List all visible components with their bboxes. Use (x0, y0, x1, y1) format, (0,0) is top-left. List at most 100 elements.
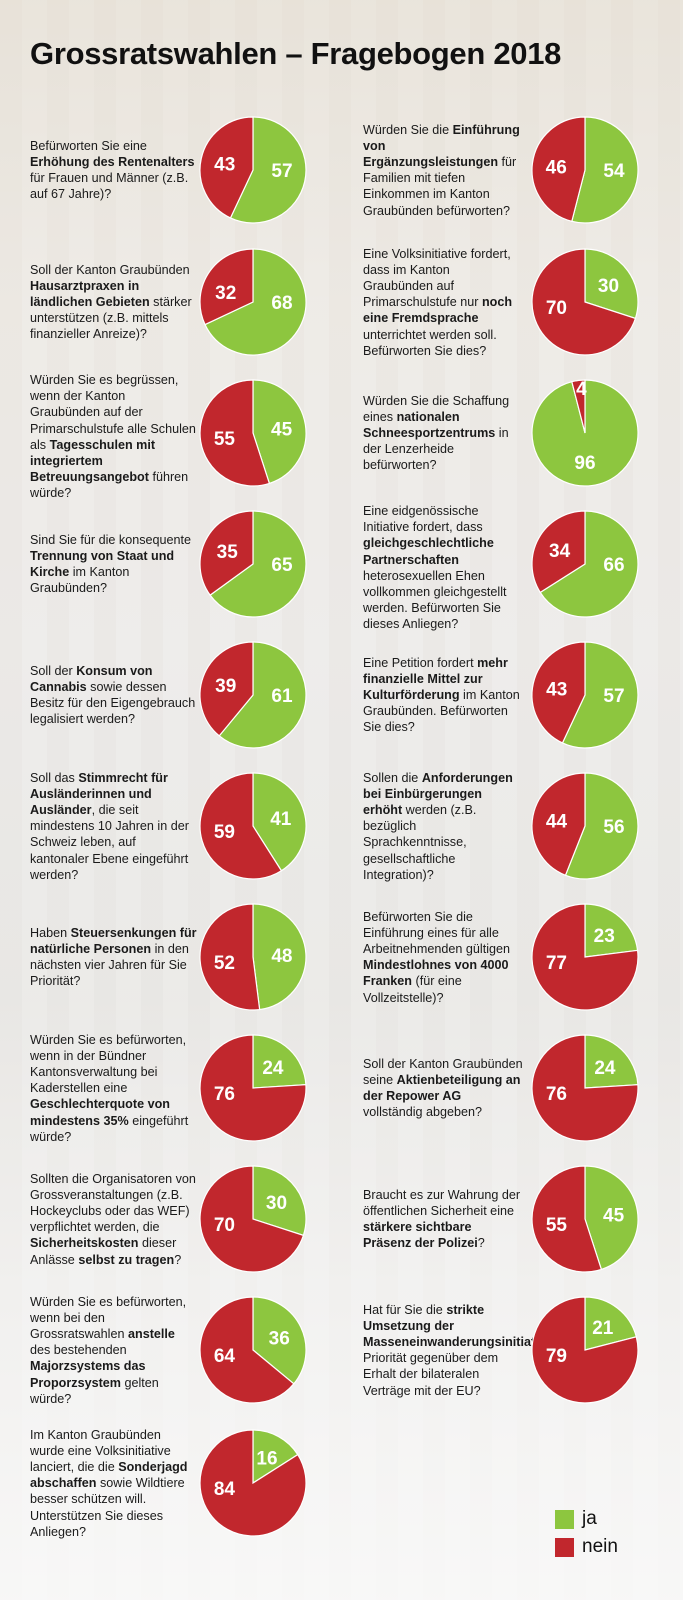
pie-slice-ja (218, 641, 307, 749)
pie-chart: 45 55 (531, 1165, 639, 1273)
question-text: Soll der Kanton Graubünden seine Aktienb… (363, 1056, 523, 1120)
legend-label-ja: ja (582, 1508, 597, 1529)
pie-chart: 21 79 (531, 1296, 639, 1404)
question-text: Eine Volksinitiative fordert, dass im Ka… (363, 246, 513, 358)
pie-label-nein: 46 (546, 157, 567, 178)
pie-slice-ja (204, 248, 307, 356)
pie-slice-nein (199, 903, 261, 1011)
pie-label-nein: 55 (214, 429, 236, 450)
pie-slice-ja (584, 248, 639, 320)
question-text: Hat für Sie die strikte Umsetzung der Ma… (363, 1302, 553, 1398)
pie-label-nein: 84 (214, 1479, 236, 1500)
pie-slice-ja (584, 1034, 639, 1089)
pie-slice-nein (531, 903, 639, 1011)
pie-label-ja: 16 (256, 1449, 277, 1470)
pie-slice-ja (252, 1165, 307, 1237)
pie-slice-ja (209, 510, 307, 618)
pie-slice-ja (571, 116, 639, 224)
pie-label-ja: 56 (603, 817, 624, 838)
pie-label-nein: 35 (217, 542, 239, 563)
pie-label-ja: 45 (271, 420, 293, 441)
pie-label-nein: 70 (214, 1215, 235, 1236)
pie-label-ja: 45 (603, 1206, 625, 1227)
question-text: Soll der Konsum von Cannabis sowie desse… (30, 663, 196, 727)
pie-label-nein: 59 (214, 822, 235, 843)
pie-label-ja: 57 (271, 161, 292, 182)
question-text: Sollten die Organisatoren von Grossveran… (30, 1171, 196, 1267)
question-text: Haben Steuersenkungen für natürliche Per… (30, 925, 197, 989)
pie-label-nein: 32 (215, 283, 236, 304)
pie-slice-ja (564, 772, 639, 880)
pie-slice-nein (199, 1034, 307, 1142)
pie-chart: 45 55 (199, 379, 307, 487)
pie-slice-nein (531, 772, 586, 877)
pie-chart: 57 43 (199, 116, 307, 224)
pie-chart: 36 64 (199, 1296, 307, 1404)
question-text: Würden Sie es befürworten, wenn bei den … (30, 1294, 187, 1406)
pie-label-ja: 30 (598, 276, 619, 297)
pie-label-nein: 52 (214, 953, 235, 974)
pie-chart: 48 52 (199, 903, 307, 1011)
pie-slice-ja (252, 1034, 307, 1089)
page-title: Grossratswahlen – Fragebogen 2018 (30, 36, 562, 71)
pie-slice-nein (531, 248, 637, 356)
pie-label-ja: 41 (270, 809, 292, 830)
pie-slice-nein (531, 116, 586, 223)
pie-chart: 56 44 (531, 772, 639, 880)
pie-chart: 54 46 (531, 116, 639, 224)
pie-label-ja: 65 (271, 555, 293, 576)
pie-label-ja: 36 (269, 1329, 290, 1350)
question-text: Würden Sie die Einführung von Ergänzungs… (363, 122, 520, 218)
question-text: Sind Sie für die konsequente Trennung vo… (30, 532, 192, 596)
pie-chart: 41 59 (199, 772, 307, 880)
legend: ja nein (555, 1505, 618, 1561)
pie-label-ja: 66 (603, 555, 624, 576)
pie-slice-nein (199, 116, 254, 219)
pie-label-nein: 43 (546, 680, 567, 701)
pie-label-nein: 55 (546, 1215, 568, 1236)
pie-label-nein: 70 (546, 298, 567, 319)
legend-item-ja: ja (555, 1505, 618, 1533)
question-text: Befürworten Sie die Einführung eines für… (363, 909, 511, 1005)
pie-label-ja: 30 (266, 1193, 287, 1214)
pie-chart: 65 35 (199, 510, 307, 618)
pie-chart: 24 76 (531, 1034, 639, 1142)
pie-slice-nein (199, 1165, 305, 1273)
question-text: Würden Sie es befürworten, wenn in der B… (30, 1032, 189, 1144)
pie-label-ja: 61 (271, 686, 293, 707)
pie-slice-nein (199, 641, 254, 737)
pie-slice-ja (584, 903, 639, 958)
pie-chart: 66 34 (531, 510, 639, 618)
question-text: Soll der Kanton Graubünden Hausarztpraxe… (30, 262, 192, 342)
pie-chart: 30 70 (199, 1165, 307, 1273)
question-text: Würden Sie die Schaffung eines nationale… (363, 393, 510, 473)
pie-slice-ja (252, 1429, 299, 1485)
pie-label-nein: 44 (546, 812, 568, 833)
pie-label-ja: 21 (592, 1318, 614, 1339)
pie-slice-ja (252, 1296, 307, 1385)
pie-label-nein: 34 (549, 541, 571, 562)
pie-slice-ja (584, 1296, 638, 1351)
legend-swatch-ja (555, 1509, 574, 1529)
pie-slice-nein (531, 641, 586, 744)
legend-label-nein: nein (582, 1536, 618, 1557)
pie-label-nein: 77 (546, 953, 567, 974)
pie-slice-nein (199, 248, 254, 326)
pie-label-nein: 64 (214, 1346, 236, 1367)
pie-chart: 57 43 (531, 641, 639, 749)
pie-label-nein: 39 (215, 676, 236, 697)
pie-label-ja: 68 (271, 293, 292, 314)
pie-label-ja: 23 (594, 926, 615, 947)
pie-slice-ja (252, 379, 307, 485)
pie-chart: 4 96 (531, 379, 639, 487)
pie-slice-nein (531, 1296, 639, 1404)
pie-slice-nein (199, 1429, 307, 1537)
pie-slice-nein (531, 510, 586, 594)
pie-slice-nein (199, 510, 254, 596)
pie-slice-nein (531, 1034, 639, 1142)
legend-swatch-nein (555, 1537, 574, 1557)
pie-slice-nein (531, 1165, 603, 1273)
pie-slice-nein (199, 1296, 295, 1404)
pie-slice-ja (252, 903, 307, 1011)
